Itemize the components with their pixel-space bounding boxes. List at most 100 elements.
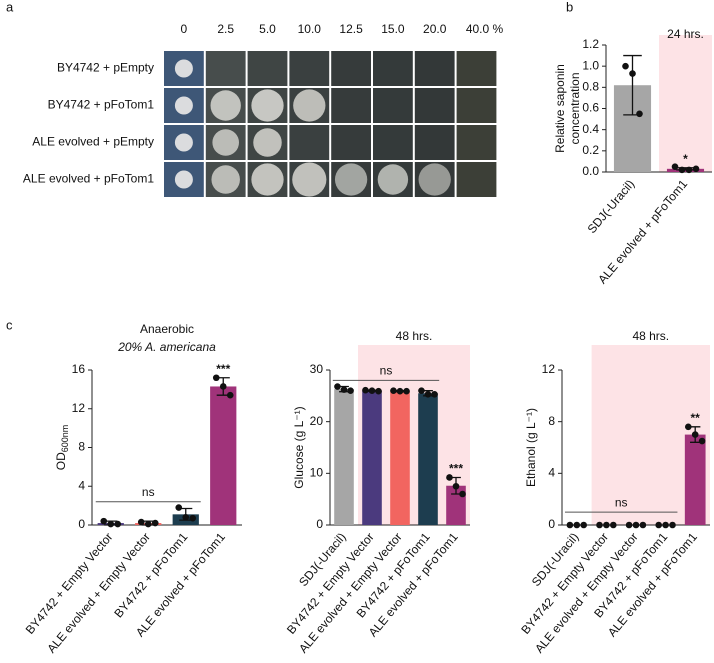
data-point: [452, 482, 460, 490]
chart-subtitle: 20% A. americana: [117, 340, 216, 354]
shaded-region: [659, 35, 712, 172]
plate-cell: [331, 88, 371, 123]
y-tick-label: 10: [310, 466, 324, 480]
data-point: [636, 110, 643, 118]
significance-label: ***: [449, 462, 463, 476]
chart-title: 24 hrs.: [667, 27, 704, 41]
row-label: ALE evolved + pFoTom1: [23, 172, 154, 186]
row-label: ALE evolved + pEmpty: [32, 135, 154, 149]
column-label: 2.5: [217, 22, 234, 36]
data-point: [684, 423, 692, 431]
data-point: [219, 383, 227, 390]
y-tick-label: 4: [548, 466, 555, 480]
data-point: [566, 521, 574, 529]
data-point: [390, 387, 397, 394]
data-point: [596, 521, 603, 529]
x-tick-label: ALE evolved + pFoTom1: [595, 177, 690, 287]
significance-label: ns: [142, 485, 155, 499]
data-point: [431, 390, 438, 398]
column-label: 5.0: [259, 22, 276, 36]
y-tick-label: 1.2: [582, 37, 599, 51]
y-tick-label: 12: [72, 401, 86, 415]
colony-spot: [174, 170, 193, 189]
data-point: [655, 521, 662, 529]
bar: [684, 434, 706, 525]
data-point: [418, 387, 425, 394]
plate-cell: [456, 162, 497, 197]
chart-title: Anaerobic: [140, 322, 194, 336]
data-point: [347, 387, 354, 394]
column-label: 40.0 %: [466, 22, 504, 36]
data-point: [107, 520, 115, 528]
panel-label: c: [6, 317, 13, 332]
colony-spot: [418, 163, 451, 196]
data-point: [610, 521, 617, 529]
colony-spot: [174, 133, 193, 152]
data-point: [580, 521, 588, 529]
column-label: 12.5: [339, 22, 363, 36]
data-point: [424, 390, 432, 398]
bar: [334, 389, 354, 525]
plate-cell: [373, 125, 413, 160]
y-tick-label: 16: [72, 362, 86, 376]
plate-cell: [456, 88, 497, 123]
significance-label: ns: [380, 364, 393, 378]
colony-spot: [253, 128, 282, 157]
data-point: [698, 437, 706, 445]
y-tick-label: 8: [548, 414, 555, 428]
column-label: 20.0: [423, 22, 447, 36]
data-point: [446, 474, 453, 481]
data-point: [375, 387, 382, 395]
plate-cell: [205, 51, 246, 86]
data-point: [622, 62, 629, 70]
data-point: [639, 521, 647, 529]
data-point: [137, 518, 145, 526]
data-point: [573, 521, 581, 529]
bar: [418, 393, 438, 525]
y-tick-label: 0: [316, 517, 323, 531]
data-point: [362, 386, 369, 394]
colony-spot: [293, 89, 326, 122]
y-tick-label: 4: [78, 478, 85, 492]
panel-label: a: [6, 0, 14, 14]
data-point: [603, 521, 610, 529]
data-point: [368, 387, 376, 394]
significance-label: **: [691, 411, 701, 425]
data-point: [182, 513, 190, 521]
y-tick-label: 0.0: [582, 164, 599, 178]
colony-spot: [211, 165, 240, 194]
row-label: BY4742 + pFoTom1: [48, 98, 155, 112]
column-label: 15.0: [381, 22, 405, 36]
y-tick-label: 20: [310, 414, 324, 428]
data-point: [678, 166, 686, 174]
data-point: [212, 374, 220, 382]
data-point: [691, 431, 699, 438]
chart-title: 48 hrs.: [632, 329, 669, 343]
plate-cell: [414, 51, 455, 86]
data-point: [629, 70, 636, 77]
data-point: [671, 163, 679, 171]
colony-spot: [212, 129, 239, 156]
plate-cell: [289, 125, 330, 160]
y-tick-label: 0.2: [582, 143, 599, 157]
y-axis-label: OD600nm: [54, 425, 70, 471]
data-point: [685, 166, 693, 174]
colony-spot: [377, 164, 409, 195]
y-tick-label: 0: [548, 517, 555, 531]
y-axis-label-main: OD: [54, 452, 68, 470]
plate-cell: [456, 51, 497, 86]
y-axis-label-main: Ethanol (g L⁻¹): [524, 408, 538, 487]
data-point: [175, 504, 183, 511]
data-point: [100, 517, 108, 525]
y-axis-label-main: Glucose (g L⁻¹): [292, 406, 306, 488]
data-point: [625, 521, 633, 529]
chart-title: 48 hrs.: [396, 329, 433, 343]
data-point: [669, 521, 676, 529]
plate-cell: [373, 88, 413, 123]
y-tick-label: 0.6: [582, 101, 599, 115]
y-tick-label: 0.8: [582, 80, 599, 94]
y-tick-label: 30: [310, 362, 324, 376]
y-axis-label: Relative saponin: [553, 64, 567, 153]
plate-cell: [331, 51, 371, 86]
colony-spot: [251, 163, 284, 196]
